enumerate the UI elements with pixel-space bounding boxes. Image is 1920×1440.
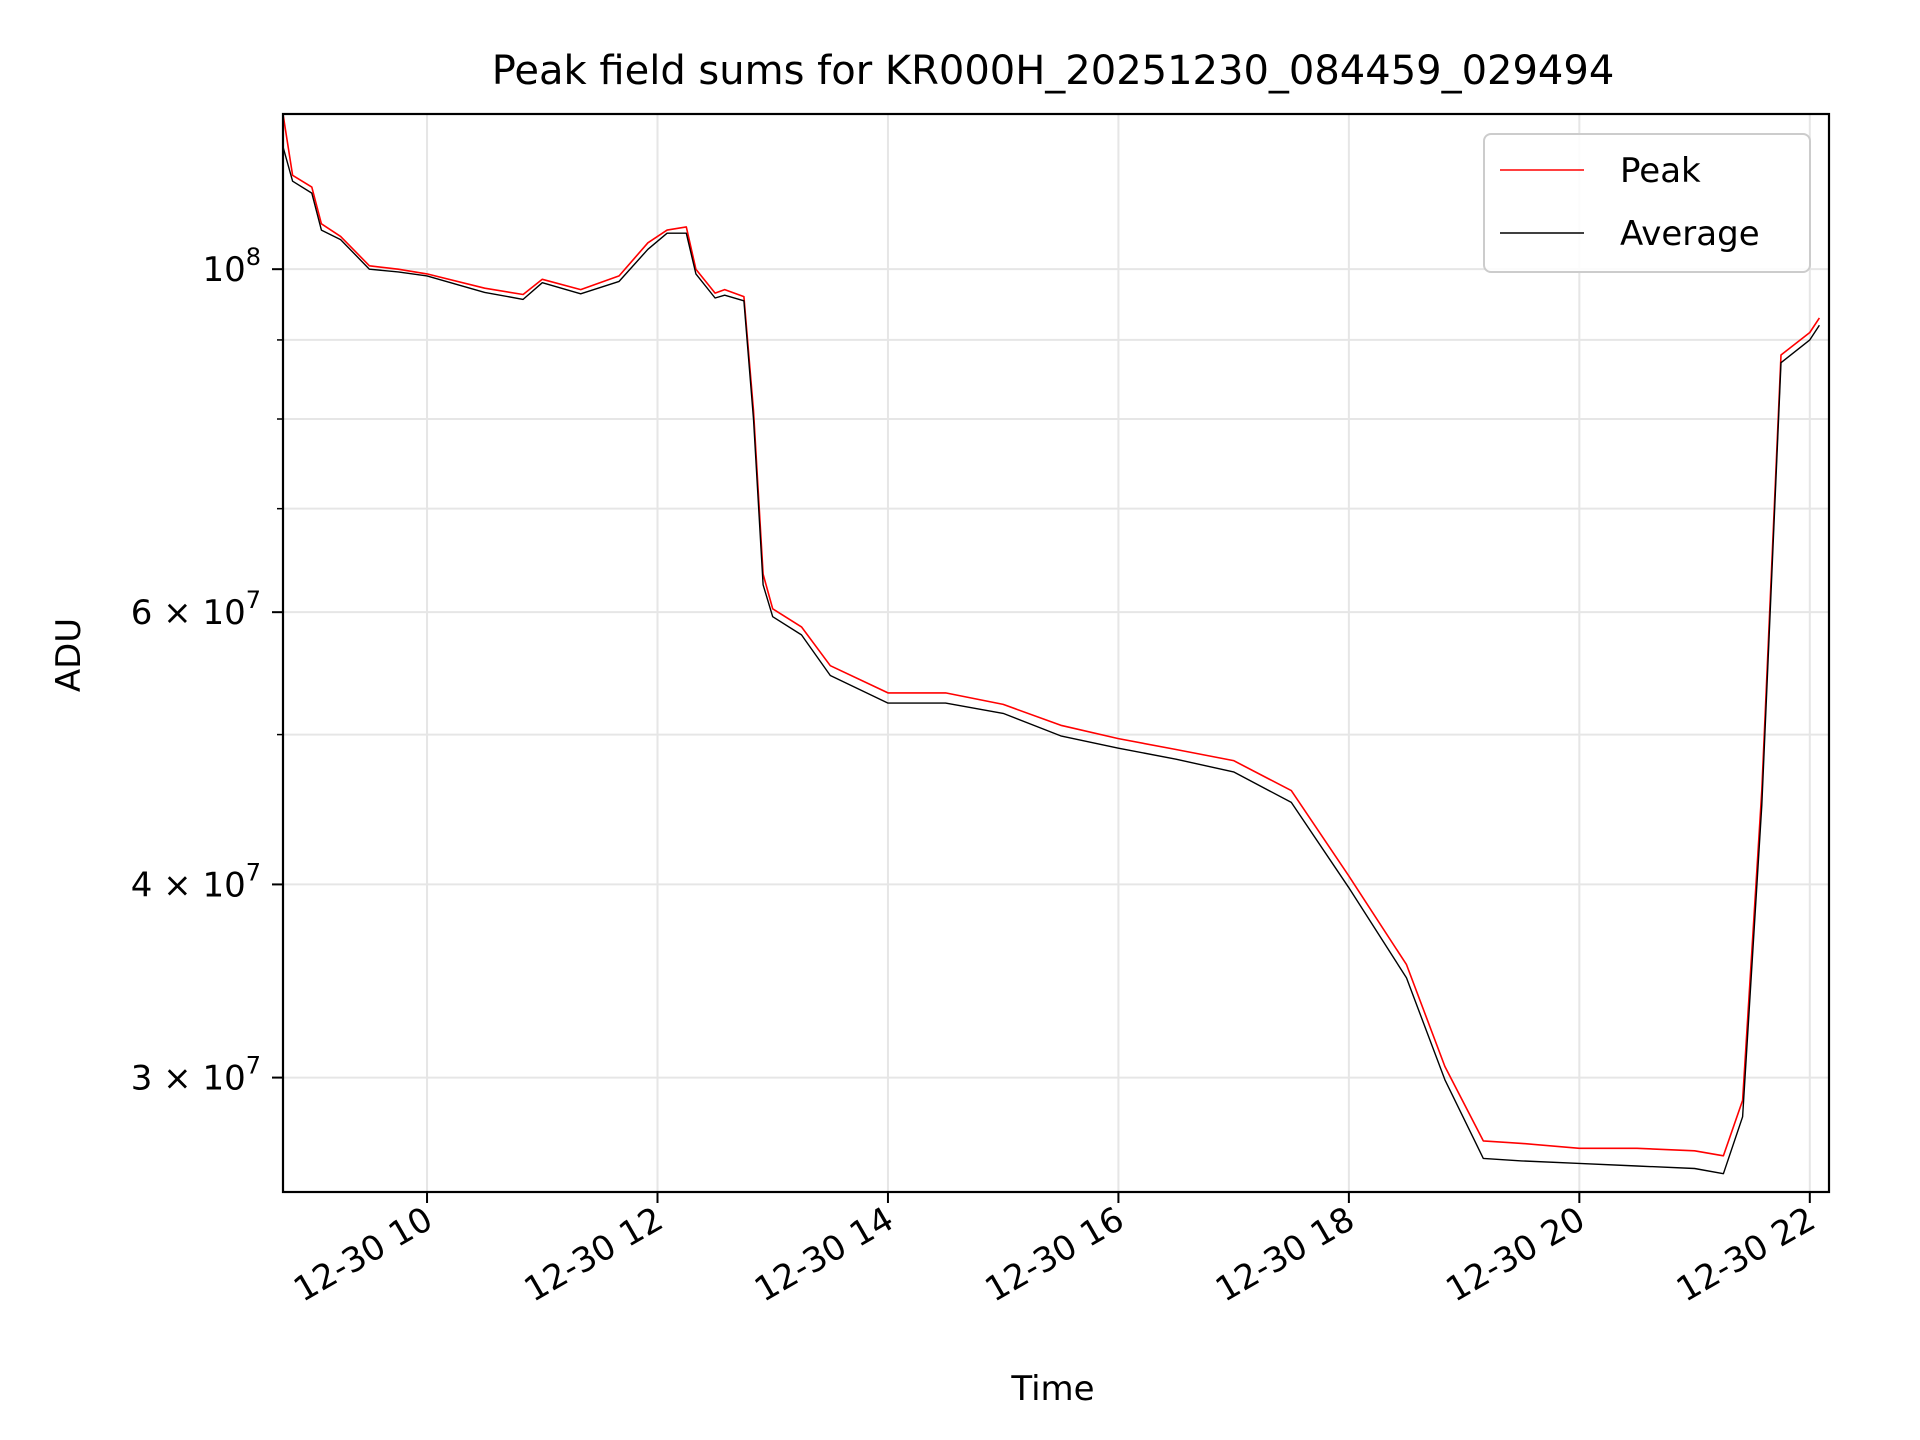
grid-lines <box>283 114 1829 1192</box>
y-tick-label: 6 × 107 <box>131 586 261 633</box>
plot-frame <box>281 112 1831 1194</box>
series-line-peak <box>283 114 1821 1157</box>
legend-label-peak: Peak <box>1620 151 1701 191</box>
legend-label-average: Average <box>1620 214 1760 254</box>
y-tick-label: 4 × 107 <box>131 858 261 905</box>
plot-series <box>283 114 1821 1175</box>
y-tick-label: 3 × 107 <box>131 1052 261 1099</box>
series-line-average <box>283 146 1820 1175</box>
legend-box <box>1483 133 1811 273</box>
y-tick-label: 108 <box>202 243 261 290</box>
y-axis-label: ADU <box>49 618 89 692</box>
chart-title: Peak field sums for KR000H_20251230_0844… <box>492 48 1615 94</box>
legend: Peak Average <box>1483 133 1811 273</box>
x-axis-label: Time <box>1010 1369 1094 1409</box>
